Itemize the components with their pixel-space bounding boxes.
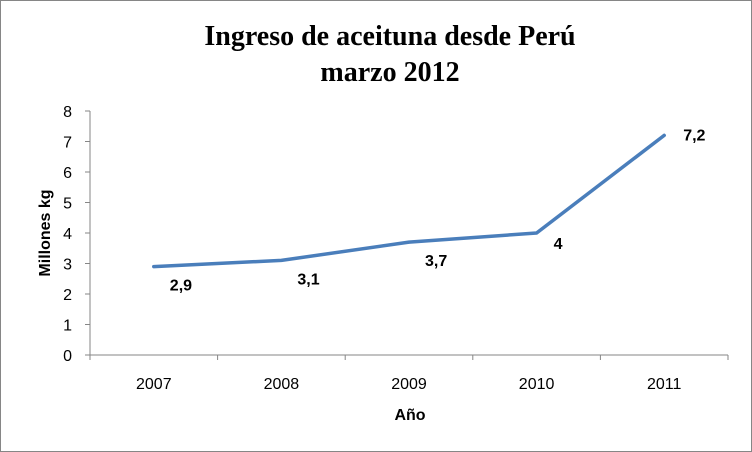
series-layer: 2,9 3,1 3,7 4 7,2	[152, 127, 706, 295]
data-point	[535, 231, 539, 235]
y-tick-label: 7	[63, 135, 72, 152]
y-axis-title: Millones kg	[37, 189, 54, 276]
y-tick-label: 0	[63, 348, 72, 365]
chart-title-line-2: marzo 2012	[320, 57, 459, 88]
data-point	[407, 240, 411, 244]
data-label: 7,2	[683, 127, 705, 144]
x-tick-label: 2009	[391, 376, 427, 393]
x-tick-label: 2008	[264, 376, 300, 393]
x-axis-title: Año	[394, 407, 425, 424]
data-point	[279, 258, 283, 262]
y-tick-label: 5	[63, 196, 72, 213]
x-tick-label: 2010	[519, 376, 555, 393]
y-tick-label: 6	[63, 165, 72, 182]
data-point	[152, 265, 156, 269]
data-point	[662, 133, 666, 137]
y-tick-label: 4	[63, 226, 72, 243]
series-line	[152, 133, 666, 269]
x-tick-label: 2011	[647, 376, 682, 393]
data-label: 4	[554, 236, 563, 253]
x-tick-label: 2007	[136, 376, 172, 393]
data-label: 3,7	[425, 253, 447, 270]
y-tick-label: 3	[63, 257, 72, 274]
axes-layer: 0 1 2 3 4 5 6 7 8 2007 2008 2009 2010 2011	[63, 104, 729, 393]
data-label: 3,1	[297, 271, 319, 288]
y-tick-label: 1	[63, 318, 72, 335]
y-tick-label: 2	[63, 287, 72, 304]
chart-title-line-1: Ingreso de aceituna desde Perú	[204, 21, 575, 52]
data-label: 2,9	[170, 278, 192, 295]
y-tick-label: 8	[63, 104, 72, 121]
